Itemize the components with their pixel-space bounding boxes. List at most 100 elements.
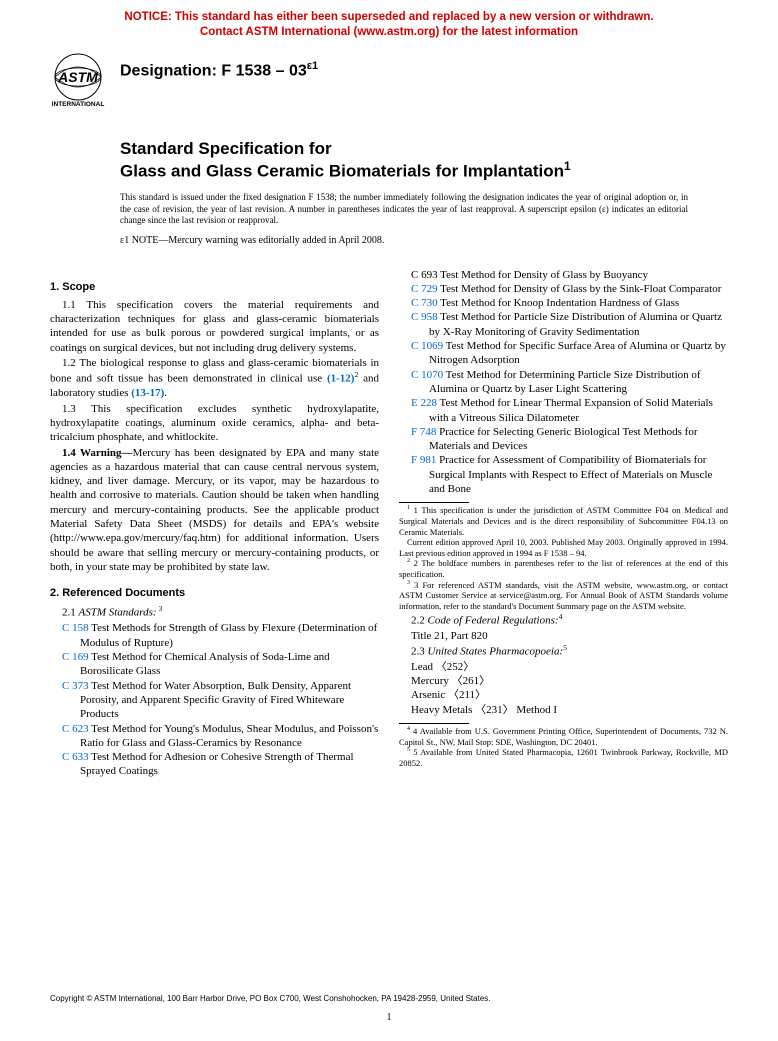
ref-item: C 958 Test Method for Particle Size Dist… xyxy=(411,310,728,339)
ref-item: F 748 Practice for Selecting Generic Bio… xyxy=(411,425,728,454)
fn4: 4 4 Available from U.S. Government Print… xyxy=(399,726,728,747)
usp-item: Lead 〈252〉 xyxy=(411,660,728,674)
ref-code[interactable]: C 1070 xyxy=(411,369,443,381)
ref-desc: Test Method for Density of Glass by the … xyxy=(438,283,722,295)
sub2-sup: 4 xyxy=(559,612,563,621)
sub3-num: 2.3 xyxy=(411,645,428,657)
ref-desc: Test Method for Water Absorption, Bulk D… xyxy=(80,680,351,721)
fn5: 5 5 Available from United Stated Pharmac… xyxy=(399,747,728,768)
designation-code: F 1538 – 03 xyxy=(221,62,306,79)
astm-logo: ASTM INTERNATIONAL xyxy=(50,52,106,108)
ref-code[interactable]: C 958 xyxy=(411,311,438,323)
ref-desc: Test Method for Knoop Indentation Hardne… xyxy=(438,297,680,309)
notice-line2: Contact ASTM International (www.astm.org… xyxy=(200,26,578,38)
usp-item: Heavy Metals 〈231〉 Method I xyxy=(411,703,728,717)
cfr-title21: Title 21, Part 820 xyxy=(411,629,728,643)
ref-13-17[interactable]: (13-17) xyxy=(131,387,164,399)
epsilon-note: ε1 NOTE—Mercury warning was editorially … xyxy=(120,235,688,246)
footnote-rule-left xyxy=(399,502,469,503)
ref-code[interactable]: C 633 xyxy=(62,751,89,763)
fn2: 2 2 The boldface numbers in parentheses … xyxy=(399,558,728,579)
ref-item: C 729 Test Method for Density of Glass b… xyxy=(411,282,728,296)
cfr-item: Title 21, Part 820 xyxy=(399,629,728,643)
ref-desc: Test Method for Adhesion or Cohesive Str… xyxy=(80,751,354,777)
notice-line1: NOTICE: This standard has either been su… xyxy=(124,11,653,23)
fn1-text: 1 This specification is under the jurisd… xyxy=(399,505,728,536)
ref-code[interactable]: F 981 xyxy=(411,454,436,466)
ref-code[interactable]: F 748 xyxy=(411,426,436,438)
eps-label: NOTE— xyxy=(129,235,168,246)
sub1-title: ASTM Standards: xyxy=(79,607,157,619)
notice-banner: NOTICE: This standard has either been su… xyxy=(50,10,728,40)
copyright-line: Copyright © ASTM International, 100 Barr… xyxy=(50,994,728,1003)
sub1-sup: 3 xyxy=(157,604,163,613)
document-page: NOTICE: This standard has either been su… xyxy=(0,0,778,1041)
ref-item: C 1069 Test Method for Specific Surface … xyxy=(411,339,728,368)
ref-code[interactable]: C 730 xyxy=(411,297,438,309)
fn3-text: 3 For referenced ASTM standards, visit t… xyxy=(399,580,728,611)
sub2-num: 2.2 xyxy=(411,614,428,626)
usp-item: Arsenic 〈211〉 xyxy=(411,688,728,702)
sub-astm: 2.1 ASTM Standards: 3 xyxy=(50,604,379,620)
ref-code[interactable]: C 1069 xyxy=(411,340,443,352)
sub-cfr: 2.2 Code of Federal Regulations:4 xyxy=(399,612,728,628)
title-line1: Standard Specification for xyxy=(120,138,728,159)
footnotes-left: 1 1 This specification is under the juri… xyxy=(399,505,728,611)
sub3-sup: 5 xyxy=(563,643,567,652)
eps-text: Mercury warning was editorially added in… xyxy=(168,235,384,246)
scope-heading: 1. Scope xyxy=(50,280,379,294)
ref-desc: Test Methods for Strength of Glass by Fl… xyxy=(80,622,377,648)
ref-code[interactable]: C 623 xyxy=(62,723,89,735)
warning-label: 1.4 Warning— xyxy=(62,447,133,459)
body-columns: 1. Scope 1.1 This specification covers t… xyxy=(50,268,728,779)
fn4-text: 4 Available from U.S. Government Printin… xyxy=(399,726,728,747)
eps-prefix: ε1 xyxy=(120,235,129,246)
designation-sup: ε1 xyxy=(307,60,319,72)
scope-1-4: 1.4 Warning—Mercury has been designated … xyxy=(50,446,379,575)
ref-code[interactable]: C 169 xyxy=(62,651,89,663)
designation-label: Designation: xyxy=(120,62,221,79)
ref-desc: Test Method for Specific Surface Area of… xyxy=(429,340,726,366)
fn5-text: 5 Available from United Stated Pharmacop… xyxy=(399,747,728,768)
ref-code[interactable]: C 158 xyxy=(62,622,89,634)
ref-code[interactable]: C 373 xyxy=(62,680,89,692)
issue-note: This standard is issued under the fixed … xyxy=(120,192,688,227)
header-row: ASTM INTERNATIONAL Designation: F 1538 –… xyxy=(50,52,728,108)
title-sup: 1 xyxy=(564,159,571,173)
designation: Designation: F 1538 – 03ε1 xyxy=(120,52,318,80)
ref-item: C 169 Test Method for Chemical Analysis … xyxy=(62,650,379,679)
ref-code[interactable]: C 729 xyxy=(411,283,438,295)
ref-desc: Test Method for Linear Thermal Expansion… xyxy=(429,397,713,423)
usp-list: Lead 〈252〉Mercury 〈261〉Arsenic 〈211〉Heav… xyxy=(399,660,728,717)
ref-desc: Test Method for Particle Size Distributi… xyxy=(429,311,722,337)
sub1-num: 2.1 xyxy=(62,607,79,619)
fn1: 1 1 This specification is under the juri… xyxy=(399,505,728,537)
usp-item: Mercury 〈261〉 xyxy=(411,674,728,688)
ref-item: C 633 Test Method for Adhesion or Cohesi… xyxy=(62,750,379,779)
ref-1-12[interactable]: (1-12) xyxy=(327,373,355,385)
ref-item: C 623 Test Method for Young's Modulus, S… xyxy=(62,722,379,751)
fn3: 3 3 For referenced ASTM standards, visit… xyxy=(399,580,728,612)
ref-code: C 693 xyxy=(411,269,438,281)
sub3-title: United States Pharmacopoeia: xyxy=(428,645,564,657)
ref-item: C 373 Test Method for Water Absorption, … xyxy=(62,679,379,722)
ref-item: F 981 Practice for Assessment of Compati… xyxy=(411,453,728,496)
ref-desc: Test Method for Density of Glass by Buoy… xyxy=(438,269,648,281)
ref-desc: Practice for Selecting Generic Biologica… xyxy=(429,426,698,452)
ref-item: C 730 Test Method for Knoop Indentation … xyxy=(411,296,728,310)
footnote-rule-right xyxy=(399,723,469,724)
fn1b: Current edition approved April 10, 2003.… xyxy=(399,537,728,558)
title-main: Glass and Glass Ceramic Biomaterials for… xyxy=(120,162,564,181)
ref-item: C 693 Test Method for Density of Glass b… xyxy=(411,268,728,282)
sub2-title: Code of Federal Regulations: xyxy=(428,614,559,626)
ref-desc: Test Method for Young's Modulus, Shear M… xyxy=(80,723,378,749)
ref-desc: Test Method for Determining Particle Siz… xyxy=(429,369,701,395)
ref-desc: Test Method for Chemical Analysis of Sod… xyxy=(80,651,330,677)
page-number: 1 xyxy=(0,1012,778,1023)
ref-item: C 158 Test Methods for Strength of Glass… xyxy=(62,621,379,650)
svg-text:INTERNATIONAL: INTERNATIONAL xyxy=(52,101,105,108)
fn2-text: 2 The boldface numbers in parentheses re… xyxy=(399,558,728,579)
p2c: . xyxy=(164,387,167,399)
ref-code[interactable]: E 228 xyxy=(411,397,437,409)
refs-heading: 2. Referenced Documents xyxy=(50,586,379,600)
